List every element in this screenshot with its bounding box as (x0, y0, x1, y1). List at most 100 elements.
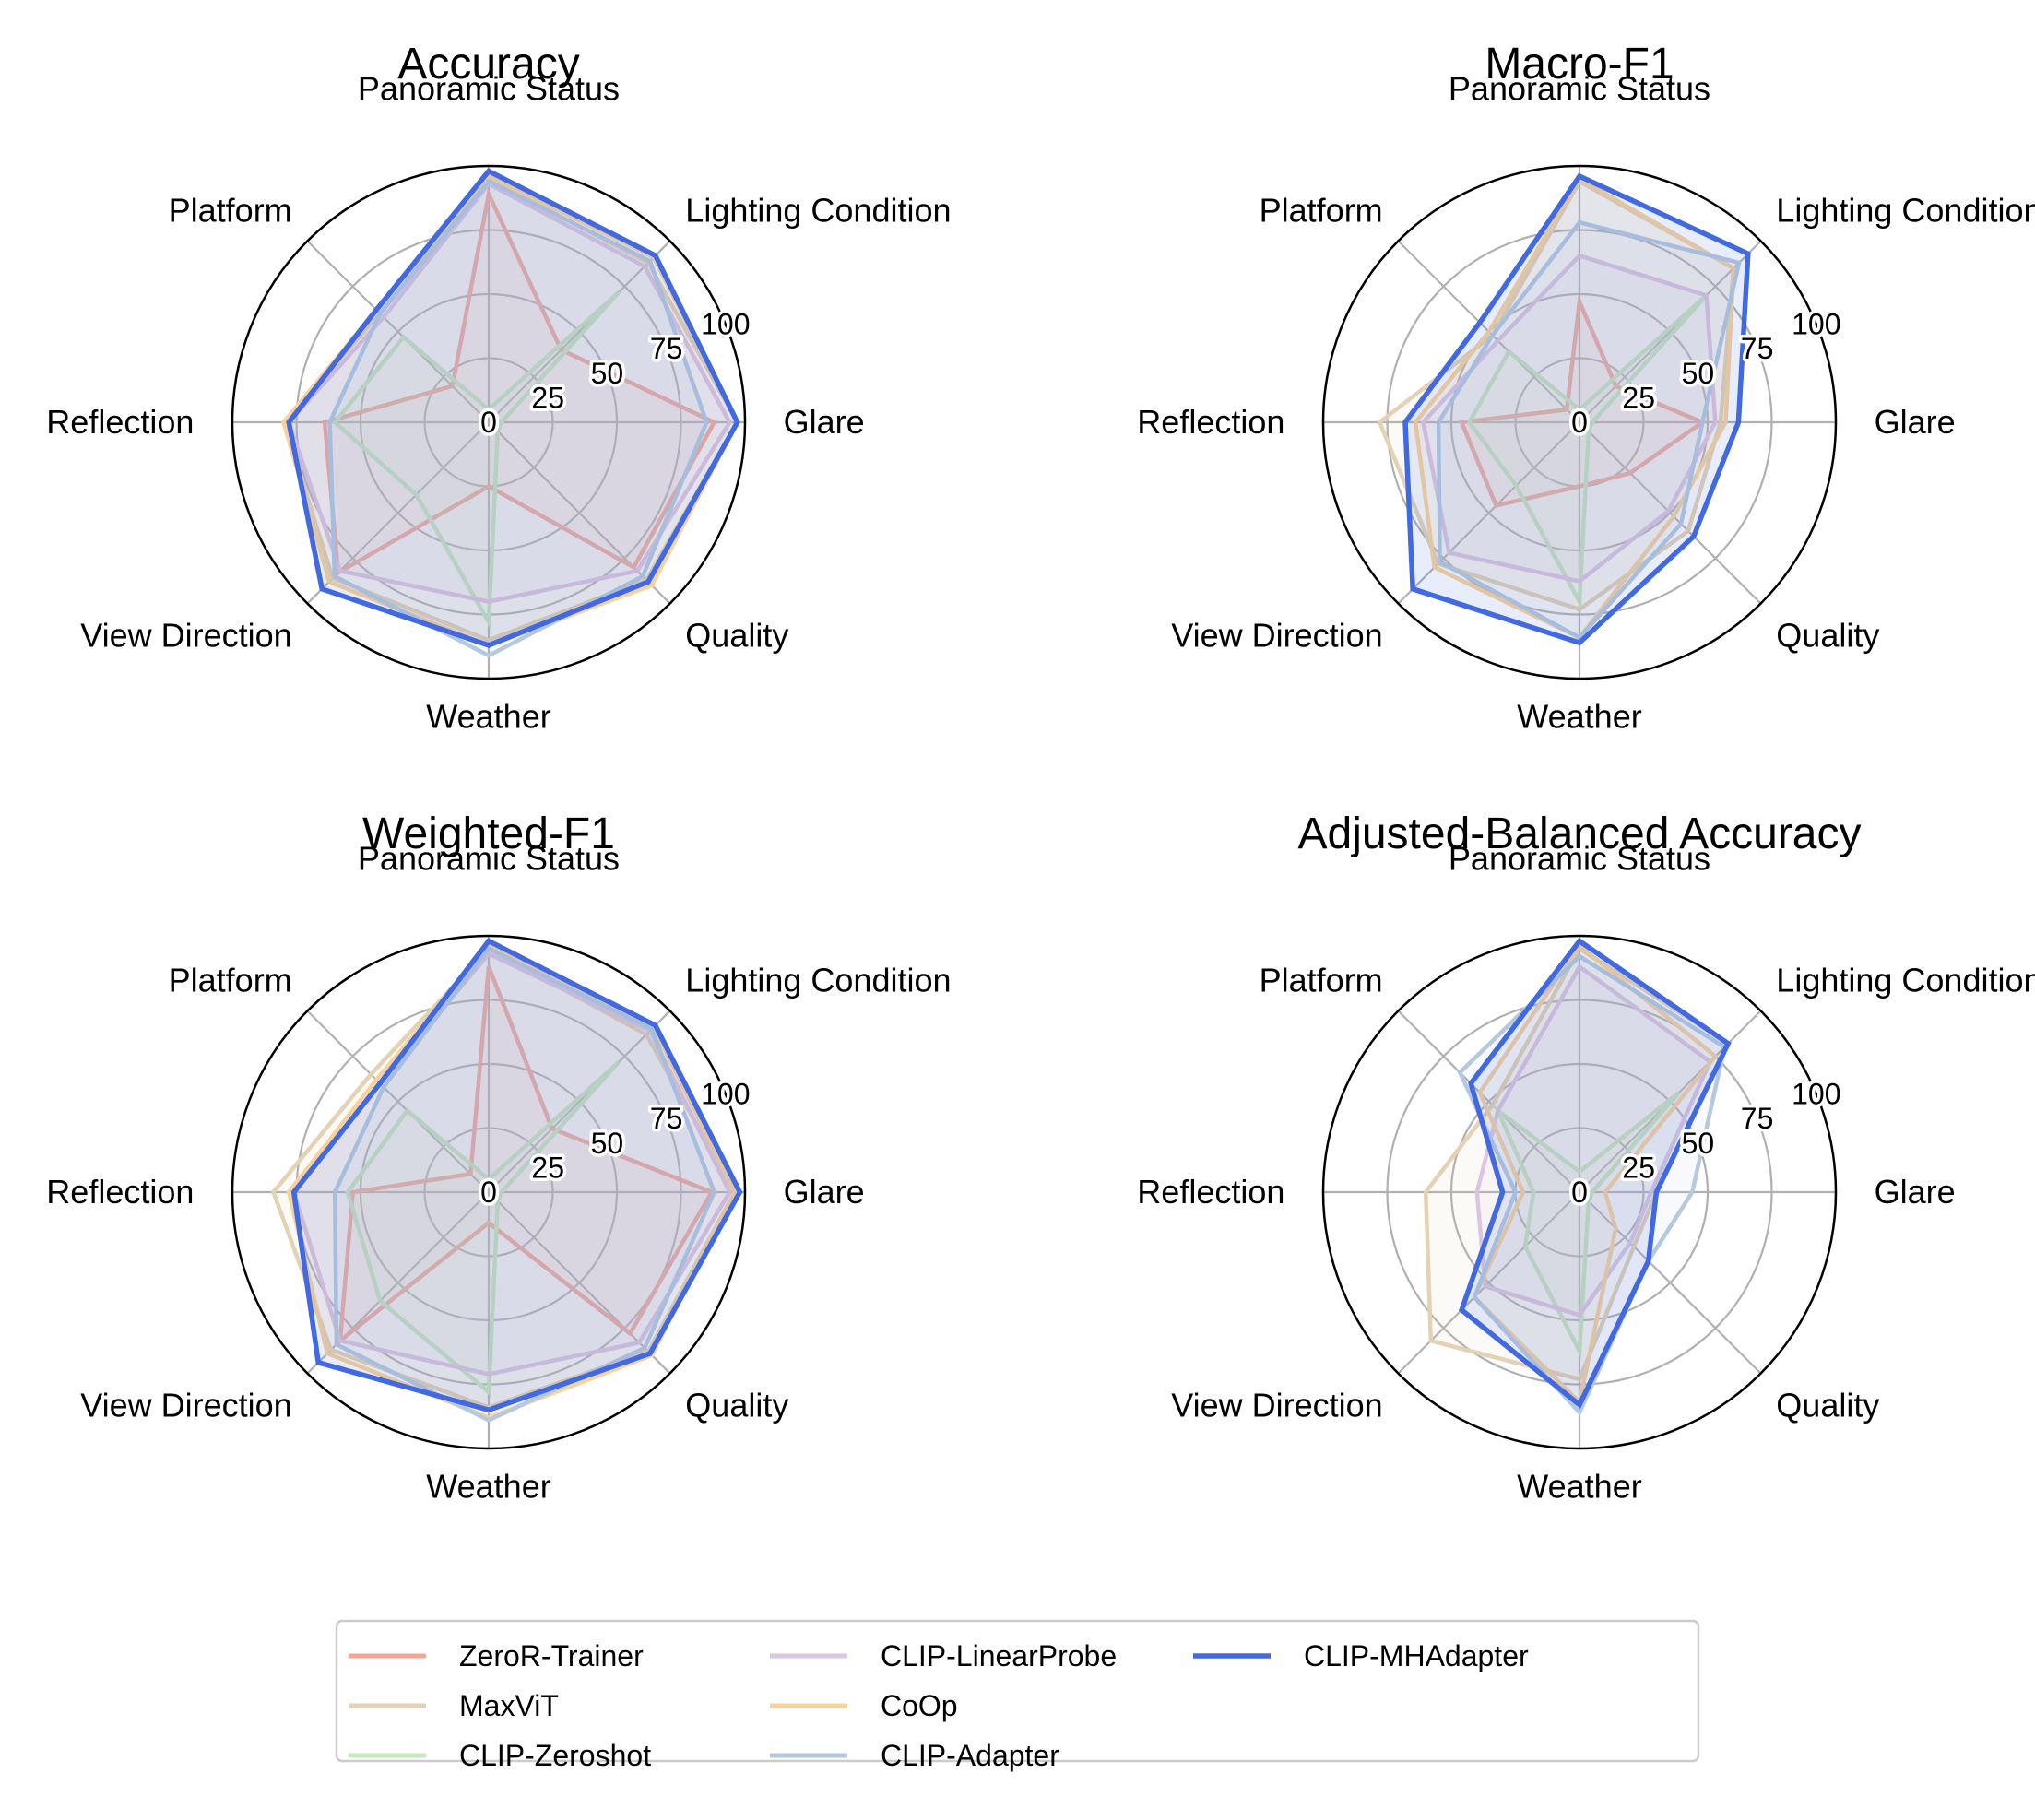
category-label-panoramic-status: Panoramic Status (358, 69, 620, 107)
polar-frame (231, 934, 747, 1450)
category-label-reflection: Reflection (46, 1173, 194, 1211)
radial-tick-label: 50 (1682, 1127, 1715, 1160)
radial-tick-label: 0 (480, 1176, 497, 1209)
series-clip-mhadapter (1402, 172, 1751, 646)
category-label-panoramic-status: Panoramic Status (358, 839, 620, 877)
category-label-reflection: Reflection (1137, 1173, 1284, 1211)
spoke-gridline (1579, 1191, 1762, 1375)
legend-item-clip-zeroshot: CLIP-Zeroshot (349, 1739, 651, 1772)
spoke-gridline (306, 1010, 490, 1193)
series-zeror-trainer (337, 965, 716, 1346)
category-label-weather: Weather (1517, 1468, 1641, 1506)
category-label-platform: Platform (1260, 962, 1383, 999)
series-clip-linearprobe (1420, 253, 1718, 584)
radar-chart-weighted-f1: 0 25 50 75 100 Glare Lighting Condition Panoram… (46, 810, 951, 1506)
radial-tick-label: 100 (701, 1078, 750, 1111)
category-label-view-direction: View Direction (1171, 1386, 1382, 1424)
legend-label: CoOp (881, 1689, 958, 1722)
series-clip-zeroshot (345, 1059, 621, 1397)
category-label-platform: Platform (1260, 192, 1383, 230)
category-label-lighting-condition: Lighting Condition (685, 192, 951, 230)
category-label-platform: Platform (169, 192, 292, 230)
spoke-gridline (488, 421, 671, 605)
category-label-quality: Quality (1776, 1386, 1879, 1424)
radial-tick-label: 25 (531, 381, 564, 414)
legend-item-coop: CoOp (770, 1689, 958, 1722)
category-label-glare: Glare (784, 1173, 865, 1211)
category-label-quality: Quality (1776, 616, 1879, 654)
radial-tick-label: 100 (1792, 1078, 1840, 1111)
legend-label: ZeroR-Trainer (459, 1639, 644, 1672)
category-label-weather: Weather (1517, 698, 1641, 736)
chart-title: Accuracy (397, 40, 579, 89)
legend-label: MaxViT (459, 1689, 559, 1722)
radial-tick-label: 25 (1622, 381, 1655, 414)
radial-tick-label: 75 (1741, 1102, 1774, 1135)
legend-label: CLIP-MHAdapter (1304, 1639, 1529, 1672)
category-label-view-direction: View Direction (80, 1386, 291, 1424)
radial-tick-label: 75 (650, 332, 683, 365)
category-label-weather: Weather (426, 1468, 550, 1506)
category-label-glare: Glare (784, 403, 865, 441)
radar-chart-adjusted-balanced-accuracy: 0 25 50 75 100 Glare Lighting Condition Panoram… (1137, 810, 2035, 1506)
radar-chart-accuracy: 0 25 50 75 100 Glare Lighting Condition Panoram… (46, 40, 951, 736)
spoke-gridline (488, 240, 671, 423)
legend-label: CLIP-LinearProbe (881, 1639, 1117, 1672)
spoke-gridline (488, 1010, 671, 1193)
category-label-view-direction: View Direction (1171, 616, 1382, 654)
category-label-lighting-condition: Lighting Condition (685, 962, 951, 999)
legend-frame (335, 1619, 1700, 1763)
series-coop (1472, 942, 1719, 1407)
series-clip-mhadapter (290, 938, 743, 1413)
legend-item-clip-mhadapter: CLIP-MHAdapter (1193, 1639, 1529, 1672)
category-label-reflection: Reflection (1137, 403, 1284, 441)
category-label-lighting-condition: Lighting Condition (1776, 192, 2035, 230)
legend-item-maxvit: MaxViT (349, 1689, 559, 1722)
spoke-gridline (1579, 421, 1762, 605)
series-clip-mhadapter (1458, 937, 1732, 1410)
category-label-lighting-condition: Lighting Condition (1776, 962, 2035, 999)
radar-chart-macro-f1: 0 25 50 75 100 Glare Lighting Condition Panoram… (1137, 40, 2035, 736)
radial-tick-label: 75 (650, 1102, 683, 1135)
legend-item-zeror-trainer: ZeroR-Trainer (349, 1639, 644, 1672)
radial-tick-label: 50 (591, 1127, 624, 1160)
category-label-panoramic-status: Panoramic Status (1449, 69, 1710, 107)
series-zeror-trainer (1458, 293, 1708, 509)
category-label-view-direction: View Direction (80, 616, 291, 654)
polar-frame (1321, 934, 1838, 1450)
radial-tick-label: 0 (1571, 406, 1588, 439)
legend-label: CLIP-Adapter (881, 1739, 1059, 1772)
chart-title: Adjusted-Balanced Accuracy (1297, 810, 1861, 858)
category-label-quality: Quality (685, 1386, 788, 1424)
legend: ZeroR-Trainer MaxViT CLIP-Zeroshot CLIP-Lin… (335, 1619, 1700, 1772)
radial-tick-label: 100 (701, 308, 750, 341)
radial-tick-label: 0 (480, 406, 497, 439)
radial-tick-label: 25 (531, 1151, 564, 1184)
radar-charts: 0 25 50 75 100 Glare Lighting Condition Panoram… (46, 40, 2035, 1506)
legend-label: CLIP-Zeroshot (459, 1739, 651, 1772)
radial-tick-label: 100 (1792, 308, 1840, 341)
radial-tick-label: 50 (1682, 357, 1715, 390)
radial-tick-label: 25 (1622, 1151, 1655, 1184)
series-coop (1413, 175, 1736, 641)
spoke-gridline (1579, 240, 1762, 423)
chart-title: Weighted-F1 (362, 810, 615, 858)
spoke-gridline (1397, 1191, 1580, 1375)
series-clip-linearprobe (1474, 963, 1713, 1318)
radial-tick-label: 0 (1571, 1176, 1588, 1209)
radial-tick-label: 50 (591, 357, 624, 390)
series-clip-zeroshot (1466, 293, 1709, 609)
category-label-quality: Quality (685, 616, 788, 654)
category-label-glare: Glare (1875, 1173, 1956, 1211)
chart-title: Macro-F1 (1485, 40, 1674, 89)
spoke-gridline (1397, 421, 1580, 605)
spoke-gridline (1397, 1010, 1580, 1193)
series-clip-mhadapter (286, 168, 740, 648)
category-label-platform: Platform (169, 962, 292, 999)
category-label-weather: Weather (426, 698, 550, 736)
category-label-panoramic-status: Panoramic Status (1449, 839, 1710, 877)
series-clip-zeroshot (1493, 1091, 1681, 1359)
series-zeror-trainer (1571, 1184, 1588, 1200)
polar-frame (1321, 164, 1838, 680)
